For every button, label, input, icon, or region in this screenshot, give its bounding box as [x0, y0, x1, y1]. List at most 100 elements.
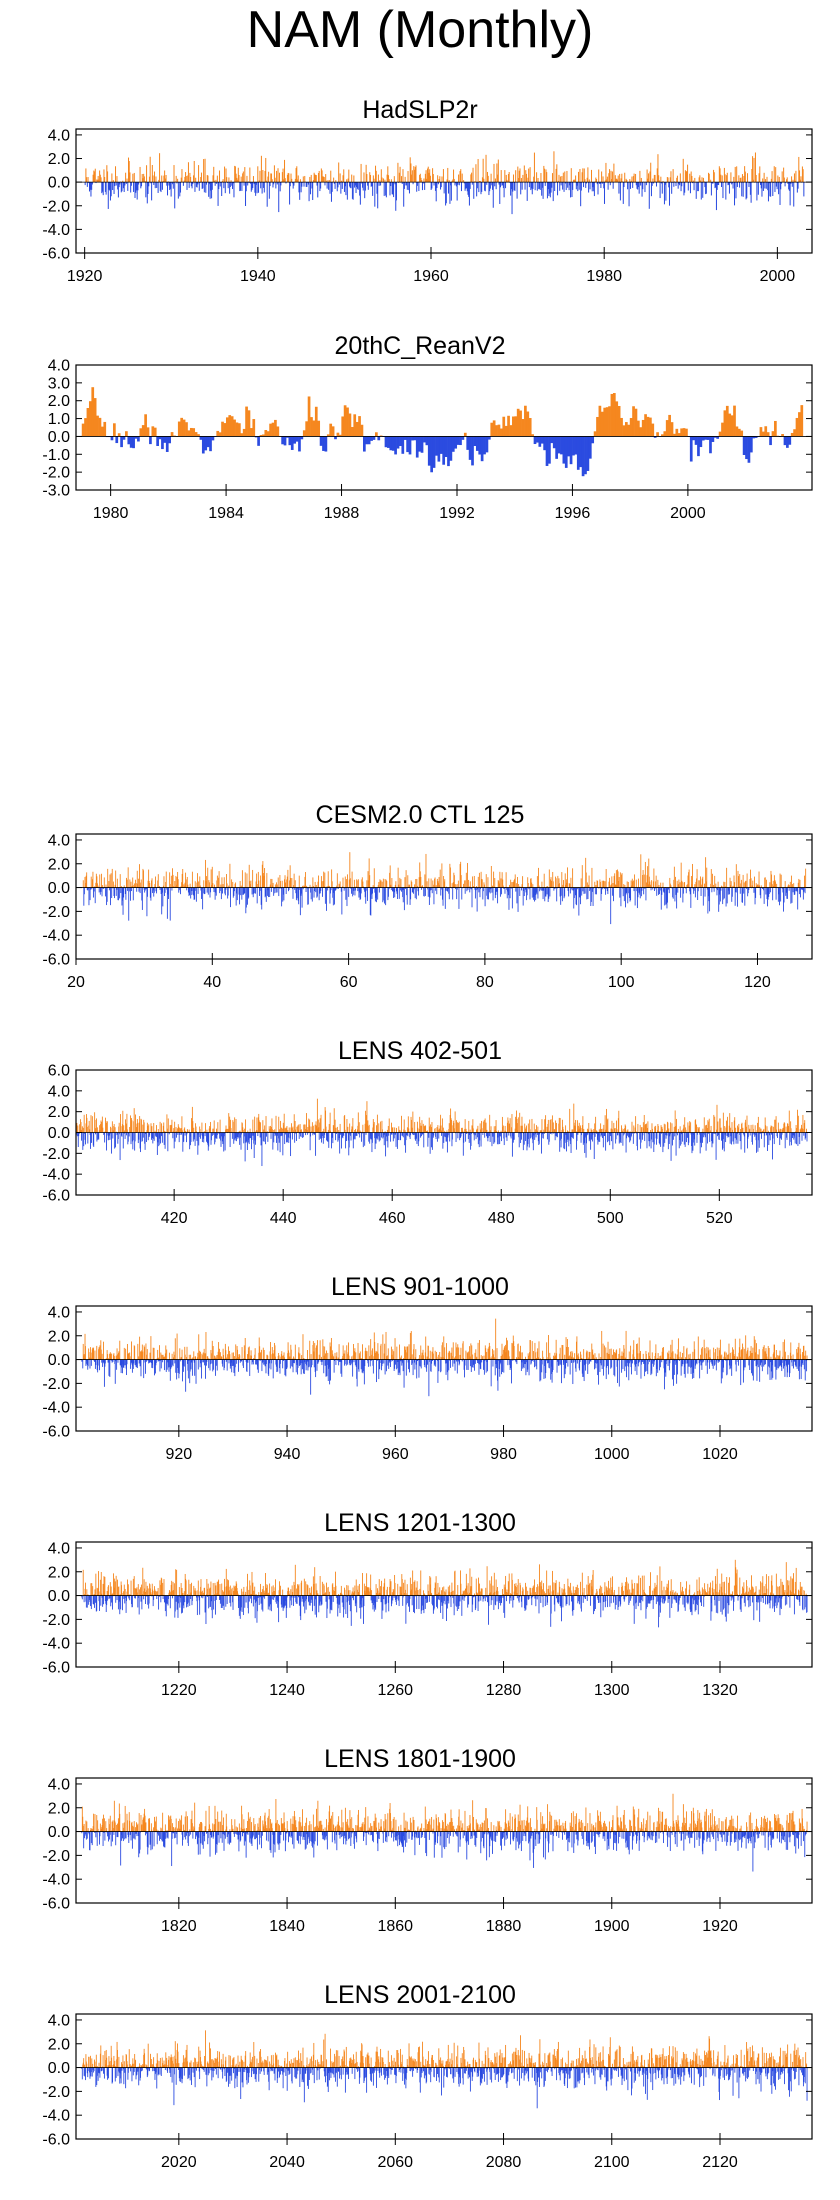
negative-bar [428, 887, 430, 905]
positive-bar [369, 1356, 371, 1360]
negative-bar [664, 887, 666, 906]
negative-bar [194, 887, 196, 900]
negative-bar [83, 887, 85, 895]
positive-bar [144, 414, 147, 437]
positive-bar [183, 886, 185, 888]
positive-bar [304, 1124, 306, 1133]
negative-bar [214, 182, 216, 186]
positive-bar [762, 431, 765, 437]
negative-bar [412, 887, 414, 893]
positive-bar [228, 885, 230, 888]
negative-bar [736, 887, 738, 907]
negative-bar [322, 887, 323, 897]
positive-bar [194, 432, 198, 437]
positive-bar [375, 165, 377, 183]
positive-bar [679, 173, 681, 183]
negative-bar [693, 887, 695, 894]
negative-bar [243, 887, 245, 894]
positive-bar [432, 168, 434, 183]
negative-bar [789, 182, 791, 206]
positive-bar [379, 180, 381, 183]
positive-bar [536, 1125, 537, 1133]
positive-bar [459, 864, 461, 888]
positive-bar [293, 1114, 295, 1133]
positive-bar [521, 884, 523, 888]
negative-bar [169, 887, 171, 921]
negative-bar [368, 1132, 370, 1142]
negative-bar [355, 1359, 357, 1367]
positive-bar [754, 876, 755, 888]
positive-bar [475, 164, 477, 183]
positive-bar [493, 163, 495, 183]
positive-bar [428, 878, 430, 888]
negative-bar [308, 1359, 310, 1367]
positive-bar [101, 873, 102, 888]
positive-bar [676, 175, 678, 183]
negative-bar [134, 1132, 136, 1151]
negative-bar [190, 182, 192, 187]
positive-bar [88, 1352, 90, 1360]
positive-bar [591, 867, 593, 888]
negative-bar [706, 887, 708, 890]
negative-bar [303, 1359, 305, 1374]
positive-bar [451, 883, 453, 888]
positive-bar [677, 884, 679, 888]
negative-bar [334, 1359, 336, 1361]
negative-bar [161, 182, 163, 190]
negative-bar [359, 887, 361, 900]
negative-bar [639, 887, 641, 899]
negative-bar [266, 1132, 267, 1137]
positive-bar [647, 178, 649, 183]
positive-bar [421, 1120, 423, 1133]
positive-bar [307, 1350, 308, 1360]
negative-bar [636, 1132, 637, 1134]
positive-bar [696, 1124, 697, 1133]
positive-bar [227, 1128, 229, 1133]
positive-bar [181, 1130, 183, 1133]
negative-bar [538, 1132, 540, 1144]
positive-bar [590, 1128, 592, 1133]
negative-bar [354, 1359, 356, 1366]
positive-bar [206, 1129, 208, 1133]
positive-bar [342, 877, 344, 888]
negative-bar [476, 182, 478, 197]
negative-bar [755, 887, 757, 898]
negative-bar [452, 887, 454, 900]
positive-bar [536, 1130, 538, 1133]
negative-bar [140, 1132, 141, 1153]
negative-bar [301, 887, 303, 908]
negative-bar [681, 1132, 683, 1135]
positive-bar [165, 1131, 166, 1133]
y-tick-label: -4.0 [42, 222, 70, 239]
positive-bar [449, 1114, 451, 1133]
negative-bar [279, 1359, 281, 1374]
negative-bar [769, 436, 772, 446]
positive-bar [110, 1353, 112, 1360]
positive-bar [494, 178, 496, 183]
negative-bar [606, 887, 608, 889]
negative-bar [791, 887, 793, 903]
negative-bar [129, 436, 133, 448]
positive-bar [706, 1124, 707, 1133]
negative-bar [245, 887, 247, 908]
positive-bar [222, 884, 224, 888]
negative-bar [150, 1359, 151, 1363]
positive-bar [481, 1128, 483, 1133]
negative-bar [314, 887, 316, 892]
negative-bar [299, 887, 301, 890]
negative-bar [656, 1132, 657, 1145]
positive-bar [238, 1131, 240, 1133]
positive-bar [417, 885, 418, 888]
positive-bar [226, 883, 228, 888]
negative-bar [693, 887, 695, 891]
negative-bar [471, 887, 472, 890]
negative-bar [213, 887, 215, 893]
positive-bar [740, 177, 742, 183]
positive-bar [269, 1128, 271, 1133]
positive-bar [256, 1130, 258, 1133]
positive-bar [122, 180, 124, 183]
positive-bar [344, 1114, 346, 1133]
positive-bar [141, 1119, 142, 1133]
positive-bar [756, 885, 758, 888]
positive-bar [494, 877, 496, 888]
